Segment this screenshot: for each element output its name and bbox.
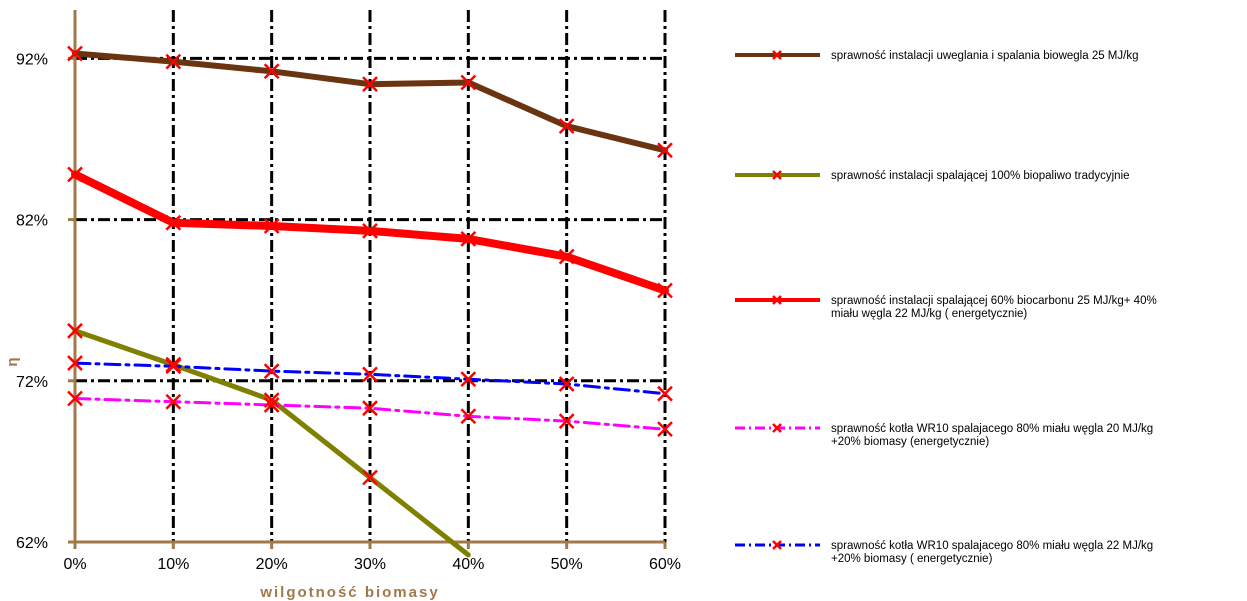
marker-stroke (67, 322, 83, 339)
legend-label: sprawność instalacji uweglania i spalani… (831, 50, 1138, 62)
marker-stroke (460, 231, 477, 247)
marker-stroke (165, 214, 182, 231)
x-tick-label: 10% (157, 556, 189, 573)
y-tick-label: 62% (16, 535, 48, 552)
marker-stroke (67, 355, 83, 371)
data-point-marker (362, 366, 378, 383)
data-point-marker (263, 363, 280, 379)
marker-stroke (67, 45, 83, 62)
data-point-marker (657, 421, 673, 438)
data-point-marker (67, 390, 83, 407)
marker-stroke (657, 282, 673, 299)
data-point-marker (362, 469, 378, 486)
marker-stroke (67, 166, 83, 183)
data-point-marker (657, 282, 673, 299)
marker-stroke (362, 366, 378, 383)
legend-label: +20% biomasy (energetycznie) (831, 436, 989, 448)
tick-labels: 0% 10% 20% 30% 40% 50% 60% 62% 72% 82% 92% (16, 51, 681, 573)
marker-stroke (263, 63, 280, 80)
data-point-marker (165, 214, 182, 231)
marker-stroke (657, 421, 673, 438)
legend-swatch-marker (772, 295, 782, 305)
marker-stroke (165, 393, 182, 410)
data-point-marker (67, 322, 83, 339)
marker-stroke (263, 218, 280, 234)
data-point-marker (362, 76, 378, 93)
x-axis-label: wilgotność biomasy (259, 584, 439, 601)
data-markers (67, 45, 673, 486)
data-point-marker (362, 400, 378, 417)
data-point-marker (362, 222, 378, 239)
legend-label: sprawność instalacji spalającej 100% bio… (831, 170, 1130, 182)
marker-stroke (165, 358, 182, 375)
data-point-marker (263, 392, 280, 409)
legend-label: sprawność kotła WR10 spalajacego 80% mia… (831, 423, 1153, 435)
marker-stroke (460, 408, 477, 425)
marker-stroke (67, 390, 83, 407)
data-point-marker (460, 74, 477, 91)
legend-label: miału węgla 22 MJ/kg ( energetycznie) (831, 308, 1027, 320)
marker-stroke (362, 76, 378, 93)
x-tick-label: 0% (63, 556, 86, 573)
marker-stroke (460, 371, 477, 388)
data-point-marker (558, 413, 575, 429)
marker-stroke (263, 363, 280, 379)
marker-stroke (558, 248, 575, 265)
marker-stroke (362, 400, 378, 417)
legend-label: sprawność instalacji spalającej 60% bioc… (831, 295, 1157, 307)
marker-stroke (263, 397, 280, 413)
data-point-marker (263, 218, 280, 234)
y-axis-label: η (4, 357, 21, 366)
legend-label: +20% biomasy ( energetycznie) (831, 553, 993, 565)
legend-swatch-marker (772, 423, 782, 433)
marker-stroke (558, 376, 575, 392)
axes (68, 10, 667, 549)
legend: sprawność instalacji uweglania i spalani… (735, 50, 1157, 565)
marker-stroke (165, 53, 182, 70)
data-point-marker (67, 355, 83, 371)
x-tick-label: 40% (452, 556, 484, 573)
y-tick-label: 72% (16, 374, 48, 391)
data-point-marker (67, 45, 83, 62)
data-point-marker (558, 376, 575, 392)
marker-stroke (558, 413, 575, 429)
data-point-marker (263, 63, 280, 80)
data-point-marker (657, 385, 673, 402)
x-tick-label: 60% (649, 556, 681, 573)
grid-lines (75, 10, 667, 542)
data-point-marker (558, 118, 575, 134)
data-point-marker (165, 358, 182, 375)
marker-stroke (362, 222, 378, 239)
data-point-marker (558, 248, 575, 265)
legend-swatch-marker (772, 540, 782, 550)
data-point-marker (657, 142, 673, 159)
marker-stroke (460, 74, 477, 91)
data-point-marker (165, 393, 182, 410)
x-tick-label: 50% (551, 556, 583, 573)
data-point-marker (460, 408, 477, 425)
y-tick-label: 82% (16, 213, 48, 230)
data-point-marker (263, 397, 280, 413)
marker-stroke (657, 385, 673, 402)
data-point-marker (460, 371, 477, 388)
marker-stroke (362, 469, 378, 486)
legend-item: sprawność instalacji spalającej 60% bioc… (735, 295, 1157, 320)
data-point-marker (67, 166, 83, 183)
data-point-marker (165, 53, 182, 70)
legend-item: sprawność instalacji uweglania i spalani… (735, 50, 1138, 62)
legend-swatch-marker (772, 50, 782, 60)
legend-item: sprawność kotła WR10 spalajacego 80% mia… (735, 540, 1153, 565)
y-tick-label: 92% (16, 51, 48, 68)
legend-swatch-marker (772, 170, 782, 180)
x-tick-label: 20% (256, 556, 288, 573)
legend-item: sprawność kotła WR10 spalajacego 80% mia… (735, 423, 1153, 448)
legend-item: sprawność instalacji spalającej 100% bio… (735, 170, 1130, 182)
legend-label: sprawność kotła WR10 spalajacego 80% mia… (831, 540, 1153, 552)
marker-stroke (657, 142, 673, 159)
marker-stroke (263, 392, 280, 409)
marker-stroke (558, 118, 575, 134)
data-point-marker (460, 231, 477, 247)
x-tick-label: 30% (354, 556, 386, 573)
